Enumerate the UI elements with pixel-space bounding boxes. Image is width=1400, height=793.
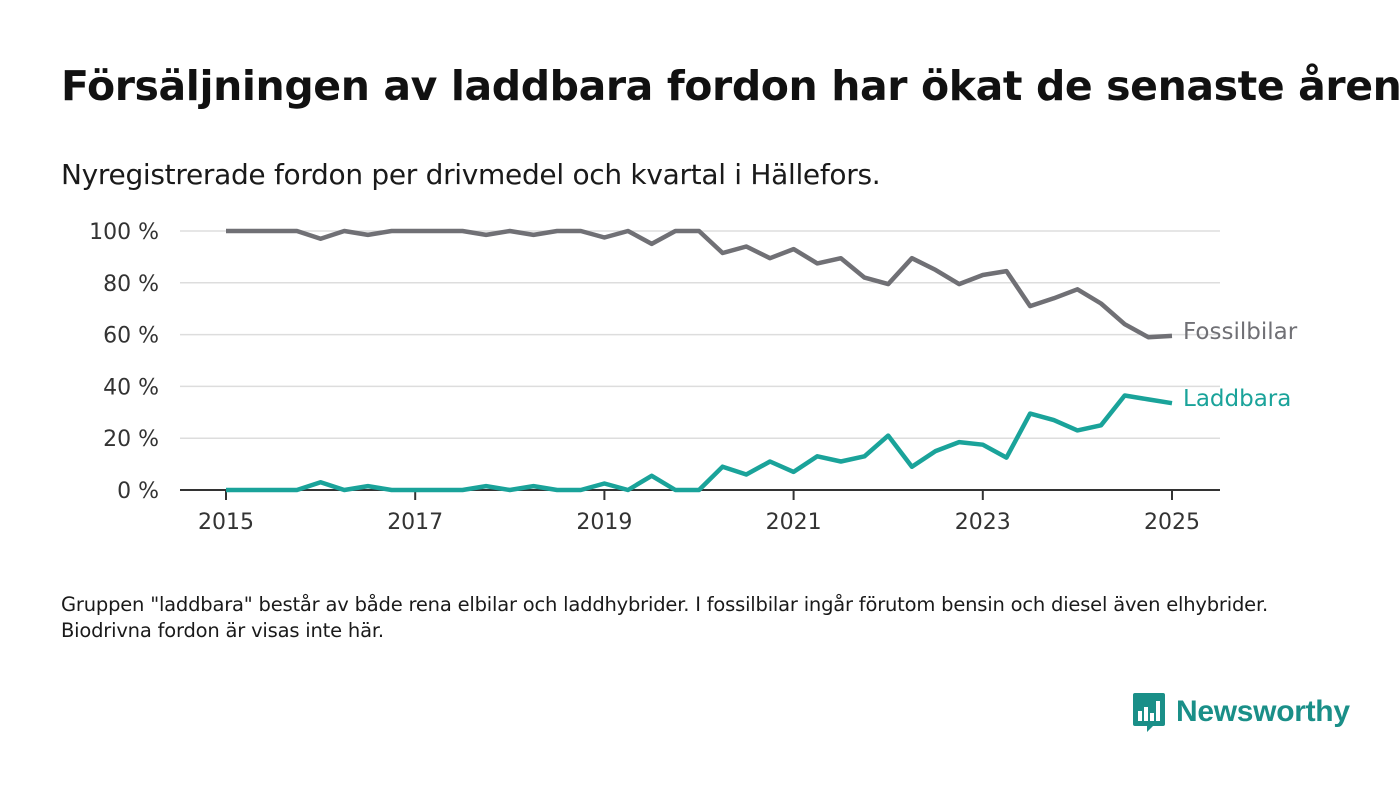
- x-tick-label: 2019: [576, 510, 632, 535]
- x-tick-label: 2015: [198, 510, 254, 535]
- gridlines: [180, 230, 1220, 491]
- line-chart: 0 % 20 % 40 % 60 % 80 % 100 % 2015 2017 2019 202…: [89, 220, 1298, 535]
- logo-text: Newsworthy: [1176, 695, 1350, 728]
- newsworthy-bar-chart-icon: [1133, 693, 1165, 732]
- y-tick-label: 100 %: [89, 220, 159, 245]
- y-tick-label: 40 %: [103, 375, 159, 400]
- series-line-fossilbilar: [226, 228, 1173, 340]
- x-tick-label: 2025: [1144, 510, 1200, 535]
- x-tick-label: 2023: [955, 510, 1011, 535]
- series-lines: [226, 228, 1173, 493]
- chart-title: Försäljningen av laddbara fordon har öka…: [61, 62, 1400, 110]
- x-tick-label: 2017: [387, 510, 443, 535]
- chart-subtitle: Nyregistrerade fordon per drivmedel och …: [61, 158, 881, 191]
- series-label-fossilbilar: Fossilbilar: [1183, 319, 1298, 345]
- y-axis-ticks: 0 % 20 % 40 % 60 % 80 % 100 %: [89, 220, 159, 504]
- series-labels: Fossilbilar Laddbara: [1183, 319, 1298, 412]
- newsworthy-logo: Newsworthy: [1132, 690, 1350, 734]
- series-label-laddbara: Laddbara: [1183, 386, 1291, 412]
- y-tick-label: 60 %: [103, 324, 159, 349]
- footnote: Gruppen "laddbara" består av både rena e…: [61, 593, 1268, 642]
- y-tick-label: 20 %: [103, 427, 159, 452]
- x-tick-label: 2021: [766, 510, 822, 535]
- y-tick-label: 80 %: [103, 272, 159, 297]
- series-line-laddbara: [226, 393, 1173, 493]
- x-axis-ticks: 2015 2017 2019 2021 2023 2025: [198, 490, 1200, 535]
- y-tick-label: 0 %: [117, 479, 159, 504]
